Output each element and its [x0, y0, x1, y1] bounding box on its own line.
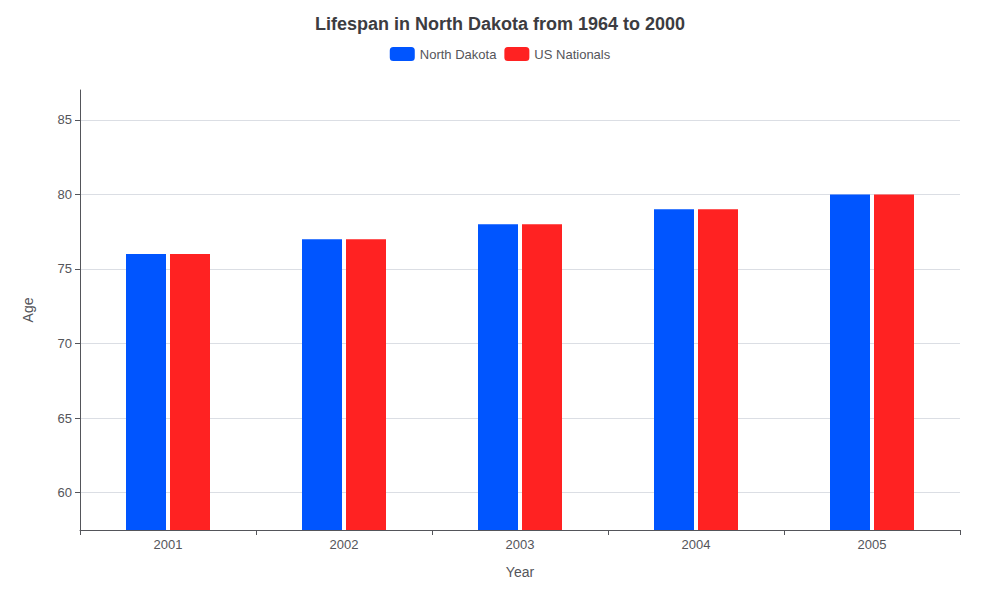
svg-text:Age: Age: [20, 297, 36, 322]
svg-text:Lifespan in North Dakota from: Lifespan in North Dakota from 1964 to 20…: [315, 14, 685, 34]
svg-text:75: 75: [58, 261, 72, 276]
svg-text:2002: 2002: [330, 537, 359, 552]
svg-text:80: 80: [58, 187, 72, 202]
svg-text:60: 60: [58, 485, 72, 500]
svg-text:Year: Year: [506, 564, 535, 580]
svg-text:2003: 2003: [506, 537, 535, 552]
svg-text:85: 85: [58, 112, 72, 127]
svg-text:North Dakota: North Dakota: [420, 47, 497, 62]
svg-text:70: 70: [58, 336, 72, 351]
svg-text:2001: 2001: [154, 537, 183, 552]
svg-text:2004: 2004: [682, 537, 711, 552]
svg-text:2005: 2005: [858, 537, 887, 552]
svg-text:65: 65: [58, 411, 72, 426]
svg-text:US Nationals: US Nationals: [534, 47, 610, 62]
